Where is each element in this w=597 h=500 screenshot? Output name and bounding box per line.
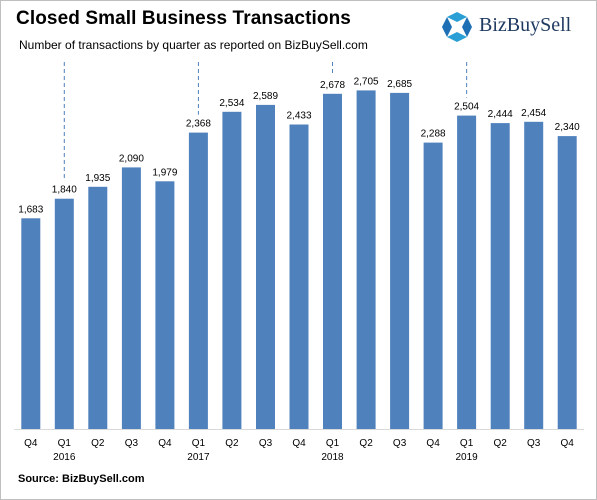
x-tick-label: Q2	[359, 438, 373, 449]
data-label: 2,368	[186, 119, 211, 130]
x-tick-label: Q3	[125, 438, 139, 449]
data-label: 1,935	[85, 173, 110, 184]
x-tick-label: Q3	[259, 438, 273, 449]
x-tick-label: Q4	[24, 438, 38, 449]
x-tick-label: Q1	[326, 438, 340, 449]
x-tick-label: Q1	[192, 438, 206, 449]
year-label: 2018	[321, 452, 344, 463]
data-label: 2,288	[421, 129, 446, 140]
bar	[155, 181, 175, 429]
x-tick-label: Q4	[292, 438, 306, 449]
data-label: 2,534	[219, 98, 244, 109]
data-label: 2,444	[488, 109, 513, 120]
x-tick-label: Q4	[158, 438, 172, 449]
source-note: Source: BizBuySell.com	[18, 473, 145, 485]
bar	[490, 123, 510, 429]
bar	[356, 90, 376, 430]
data-label: 2,685	[387, 79, 412, 90]
year-label: 2019	[455, 452, 478, 463]
bar	[222, 111, 242, 430]
x-tick-label: Q1	[58, 438, 72, 449]
data-label: 1,840	[52, 185, 77, 196]
data-label: 2,705	[354, 76, 379, 87]
data-label: 1,979	[152, 167, 177, 178]
bar	[557, 136, 577, 429]
bizbuysell-logo-icon	[442, 12, 472, 42]
chart-subtitle: Number of transactions by quarter as rep…	[19, 38, 368, 52]
bar	[88, 186, 108, 429]
bar	[457, 115, 477, 429]
data-label: 2,090	[119, 153, 144, 164]
x-tick-label: Q3	[527, 438, 541, 449]
data-label: 2,504	[454, 102, 479, 113]
chart-title: Closed Small Business Transactions	[16, 8, 351, 29]
x-tick-label: Q2	[494, 438, 508, 449]
x-tick-label: Q4	[426, 438, 440, 449]
data-label: 2,433	[286, 111, 311, 122]
bar	[121, 167, 141, 429]
data-label: 2,340	[555, 122, 580, 133]
bar	[524, 121, 544, 430]
bar	[323, 93, 342, 430]
bar	[21, 218, 41, 429]
logo-text: BizBuySell	[479, 14, 572, 36]
data-label: 2,589	[253, 91, 278, 102]
bar	[289, 124, 309, 429]
data-label: 2,678	[320, 80, 345, 91]
x-tick-label: Q4	[561, 438, 575, 449]
bar	[390, 92, 410, 430]
data-label: 2,454	[521, 108, 546, 119]
bar	[188, 132, 208, 429]
x-tick-label: Q3	[393, 438, 407, 449]
year-label: 2017	[187, 452, 210, 463]
year-label: 2016	[53, 452, 76, 463]
x-tick-label: Q2	[225, 438, 239, 449]
bar	[54, 198, 74, 429]
x-tick-label: Q2	[91, 438, 105, 449]
data-label: 1,683	[18, 204, 43, 215]
bar	[423, 142, 443, 429]
bar	[256, 104, 275, 430]
x-tick-label: Q1	[460, 438, 474, 449]
